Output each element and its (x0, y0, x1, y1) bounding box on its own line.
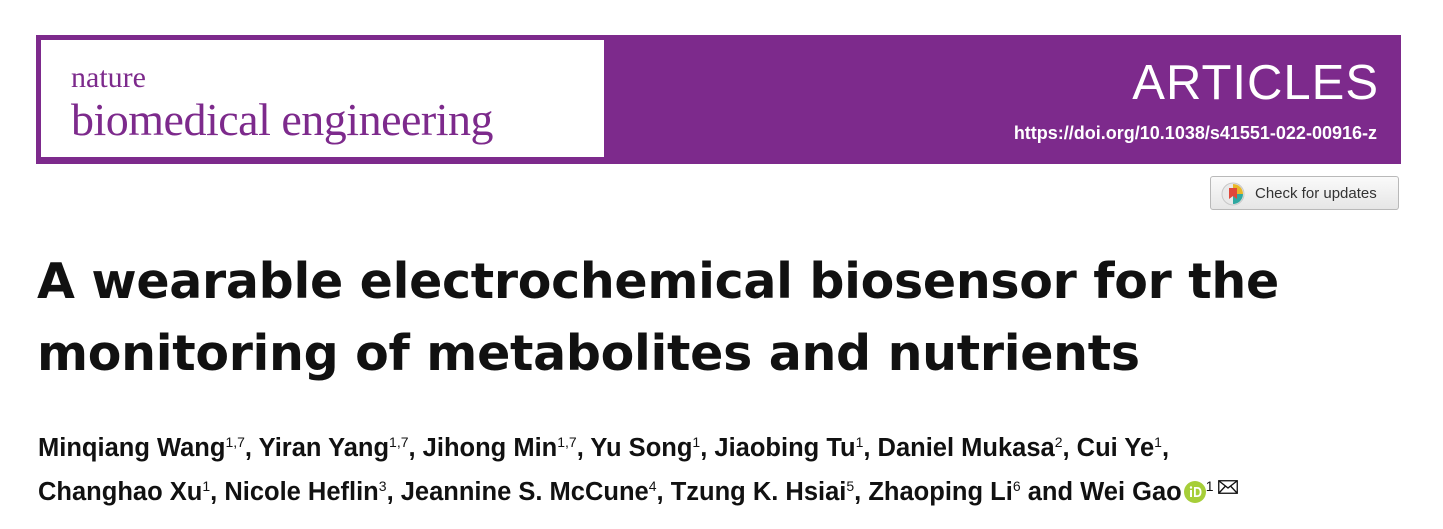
affiliation-marker[interactable]: 1 (1154, 434, 1162, 450)
author-name[interactable]: Yu Song (590, 434, 693, 462)
author-name[interactable]: Zhaoping Li (868, 478, 1013, 506)
affiliation-marker[interactable]: 3 (378, 478, 387, 494)
doi-link[interactable]: https://doi.org/10.1038/s41551-022-00916… (1013, 123, 1377, 143)
journal-logo[interactable]: nature biomedical engineering (41, 40, 604, 157)
affiliation-marker[interactable]: 1 (855, 434, 864, 450)
author-name[interactable]: Jiaobing Tu (714, 434, 856, 462)
affiliation-marker[interactable]: 1 (692, 434, 701, 450)
author-name[interactable]: Tzung K. Hsiai (670, 478, 847, 506)
check-updates-icon (1221, 182, 1245, 206)
author-name[interactable]: Yiran Yang (258, 434, 390, 462)
affiliation-marker[interactable]: 1,7 (225, 434, 245, 450)
author-list: Minqiang Wang1,7, Yiran Yang1,7, Jihong … (38, 426, 1418, 514)
author-name[interactable]: Changhao Xu (38, 478, 203, 506)
affiliation-marker[interactable]: 5 (846, 478, 855, 494)
section-label: ARTICLES (1132, 56, 1379, 110)
author-name[interactable]: Cui Ye (1076, 434, 1155, 462)
affiliation-marker[interactable]: 1 (202, 478, 211, 494)
author-name[interactable]: Minqiang Wang (38, 434, 226, 462)
affiliation-marker[interactable]: 1,7 (389, 434, 409, 450)
check-for-updates-button[interactable]: Check for updates (1210, 176, 1399, 210)
journal-name-line2: biomedical engineering (71, 94, 494, 145)
envelope-icon[interactable] (1217, 480, 1238, 494)
affiliation-marker[interactable]: 1 (1205, 478, 1214, 494)
article-title: A wearable electrochemical biosensor for… (37, 246, 1417, 390)
title-line-2: monitoring of metabolites and nutrients (37, 325, 1140, 382)
orcid-icon[interactable] (1183, 481, 1206, 503)
journal-banner: nature biomedical engineering ARTICLES h… (36, 35, 1401, 164)
affiliation-marker[interactable]: 2 (1054, 434, 1063, 450)
author-name[interactable]: Wei Gao (1080, 478, 1182, 506)
affiliation-marker[interactable]: 4 (648, 478, 657, 494)
affiliation-marker[interactable]: 6 (1012, 478, 1021, 494)
check-for-updates-label: Check for updates (1255, 185, 1377, 202)
authors-connector: and (1027, 478, 1074, 506)
journal-name-line1: nature (71, 61, 146, 94)
title-line-1: A wearable electrochemical biosensor for… (37, 253, 1279, 310)
affiliation-marker[interactable]: 1,7 (557, 434, 577, 450)
author-name[interactable]: Nicole Heflin (224, 478, 379, 506)
author-name[interactable]: Jihong Min (422, 434, 558, 462)
author-name[interactable]: Jeannine S. McCune (400, 478, 649, 506)
author-name[interactable]: Daniel Mukasa (877, 434, 1055, 462)
